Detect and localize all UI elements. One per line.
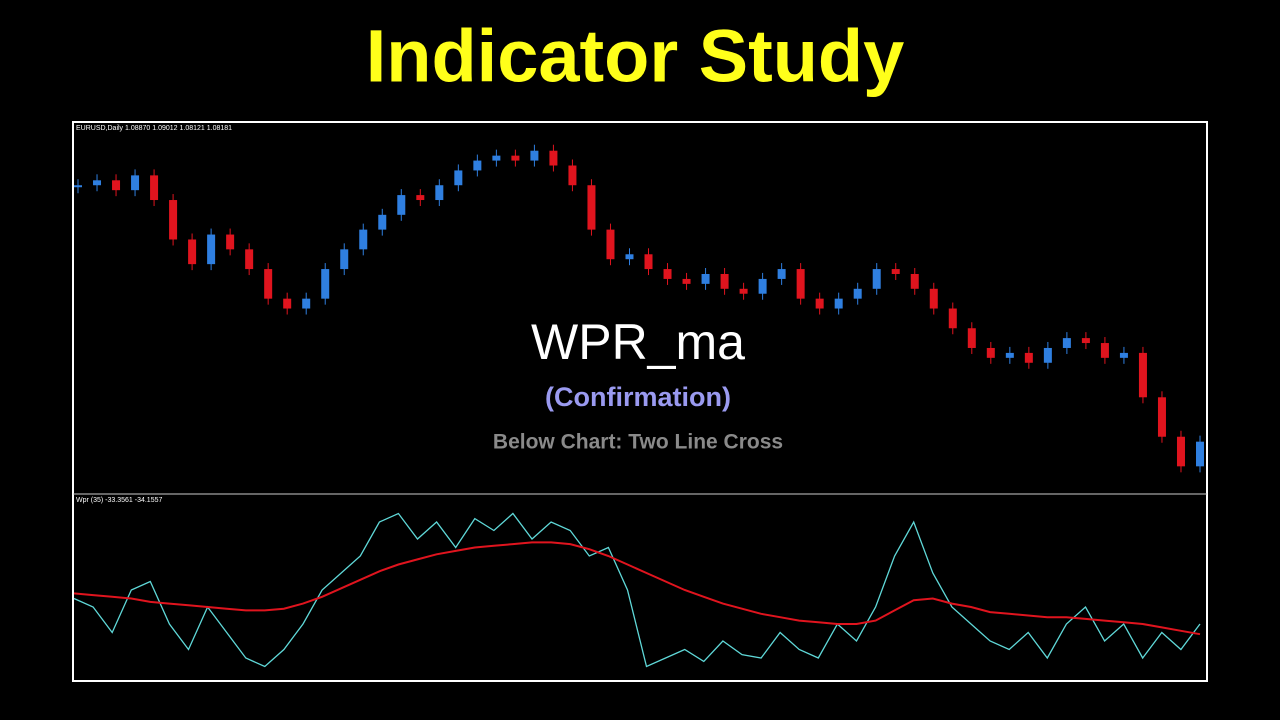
candle [169,200,178,240]
candle [131,175,140,191]
candle [549,150,558,166]
candle [283,298,292,309]
candle [701,274,710,284]
candle [891,269,900,274]
indicator-line [73,541,1201,636]
candle [416,195,425,201]
candle [644,254,653,270]
price-header: EURUSD,Daily 1.08870 1.09012 1.08121 1.0… [76,125,232,132]
candle [226,234,235,250]
candle [986,347,995,358]
candle [1119,352,1128,358]
candle [1176,436,1185,467]
plot [73,144,1204,668]
chart-frame [72,121,1208,682]
candle [264,269,273,299]
candle [93,180,102,186]
candle [473,160,482,171]
candle [397,195,406,215]
candle [245,249,254,270]
candle [530,150,539,161]
candle [587,185,596,230]
candle [207,234,216,265]
candle [359,229,368,250]
candle [910,274,919,289]
candle [1005,352,1014,358]
candle [340,249,349,270]
candle [796,269,805,299]
candle [378,214,387,230]
candle [739,288,748,294]
candle [454,170,463,186]
candle [967,328,976,348]
candle [150,175,159,201]
candle [568,165,577,186]
candle [492,155,501,161]
indicator-header: Wpr (35) -33.3561 -34.1557 [76,497,162,504]
candle [929,288,938,309]
candle [606,229,615,260]
candle [872,269,881,289]
candle [1196,441,1204,467]
overlay-role: (Confirmation) [545,382,731,412]
candle [302,298,311,309]
candle [1100,343,1109,358]
candle [948,308,957,329]
candle [1043,347,1052,363]
candle [112,180,121,191]
candle [758,278,767,294]
candle [435,185,444,201]
candle [321,269,330,299]
candle [1138,352,1147,398]
candle [1157,397,1166,437]
candle [1062,338,1071,348]
overlay-note: Below Chart: Two Line Cross [493,431,783,454]
candle [815,298,824,309]
indicator-line [73,512,1201,668]
title: Indicator Study [366,15,905,98]
candle [188,239,197,265]
candle [511,155,520,161]
overlay-name: WPR_ma [531,314,745,370]
candle [720,274,729,289]
candle [1024,352,1033,363]
candle [625,254,634,260]
candle [834,298,843,309]
candle [853,288,862,299]
candle [682,278,691,284]
candle [1081,338,1090,344]
candle [74,185,82,188]
candle [663,269,672,279]
candle [777,269,786,279]
